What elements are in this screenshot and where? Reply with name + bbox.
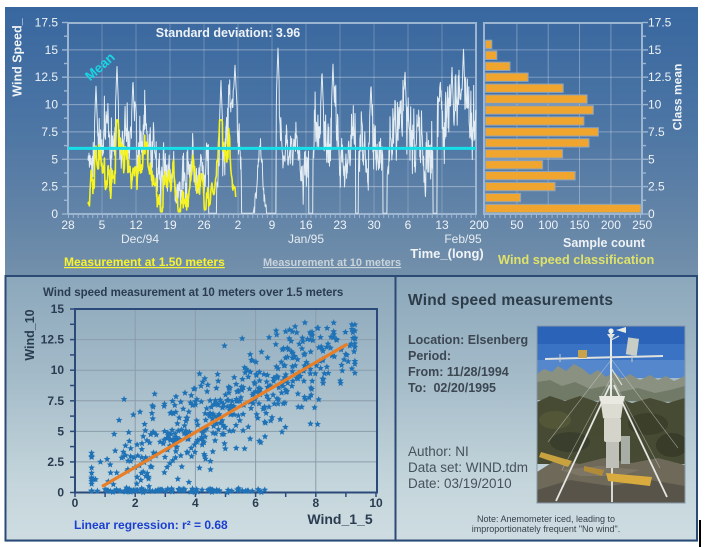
svg-text:Dec/94: Dec/94	[121, 232, 159, 246]
svg-text:28: 28	[61, 218, 75, 232]
svg-text:Wind speed measurements: Wind speed measurements	[408, 292, 613, 309]
svg-text:2.5: 2.5	[648, 180, 665, 194]
svg-text:Wind speed classification: Wind speed classification	[498, 252, 655, 267]
svg-text:From: 11/28/1994: From: 11/28/1994	[408, 365, 509, 379]
svg-text:9: 9	[269, 218, 276, 232]
svg-text:Measurement at 10 meters: Measurement at 10 meters	[263, 257, 401, 269]
svg-text:10: 10	[45, 98, 59, 112]
svg-text:0: 0	[648, 207, 655, 221]
svg-text:Location: Elsenberg: Location: Elsenberg	[408, 333, 528, 347]
svg-text:7.5: 7.5	[648, 125, 665, 139]
svg-text:Linear regression: r² = 0.68: Linear regression: r² = 0.68	[74, 518, 228, 532]
svg-text:2: 2	[132, 496, 139, 510]
svg-text:12.5: 12.5	[41, 333, 65, 347]
svg-text:Wind_1_5: Wind_1_5	[307, 511, 372, 527]
svg-text:100: 100	[538, 218, 558, 232]
svg-text:20: 20	[469, 218, 483, 232]
svg-text:Feb/95: Feb/95	[444, 232, 482, 246]
svg-text:improportionately frequent "No: improportionately frequent "No wind".	[472, 524, 620, 534]
svg-text:7.5: 7.5	[47, 394, 64, 408]
svg-text:5: 5	[648, 152, 655, 166]
svg-text:23: 23	[333, 218, 347, 232]
svg-text:150: 150	[569, 218, 589, 232]
svg-text:Wind speed measurement at 10 m: Wind speed measurement at 10 meters over…	[43, 287, 343, 299]
svg-text:12.5: 12.5	[648, 70, 672, 84]
svg-text:0: 0	[482, 218, 489, 232]
svg-text:12: 12	[129, 218, 143, 232]
svg-text:Jan/95: Jan/95	[288, 232, 324, 246]
svg-text:Wind_10: Wind_10	[23, 309, 37, 360]
svg-text:Wind Speed_: Wind Speed_	[10, 17, 24, 96]
svg-text:Mean: Mean	[82, 50, 118, 84]
svg-text:15: 15	[648, 43, 662, 57]
svg-text:50: 50	[510, 218, 524, 232]
svg-text:5: 5	[51, 152, 58, 166]
svg-text:Data set: WIND.tdm: Data set: WIND.tdm	[408, 460, 528, 475]
svg-text:17.5: 17.5	[648, 16, 672, 30]
svg-text:26: 26	[197, 218, 211, 232]
svg-text:13: 13	[435, 218, 449, 232]
svg-text:To: 02/20/1995: To: 02/20/1995	[408, 381, 496, 395]
svg-text:0: 0	[57, 486, 64, 500]
svg-text:Period:: Period:	[408, 349, 451, 363]
svg-text:15: 15	[45, 43, 59, 57]
svg-text:Author: NI: Author: NI	[408, 444, 469, 459]
svg-text:Sample count: Sample count	[563, 236, 646, 250]
svg-text:0: 0	[51, 207, 58, 221]
svg-text:Standard deviation: 3.96: Standard deviation: 3.96	[156, 26, 301, 40]
svg-text:2: 2	[235, 218, 242, 232]
svg-text:10: 10	[648, 98, 662, 112]
svg-text:5: 5	[57, 424, 64, 438]
svg-text:16: 16	[299, 218, 313, 232]
svg-text:12.5: 12.5	[35, 70, 59, 84]
svg-text:17.5: 17.5	[35, 16, 59, 30]
svg-text:2.5: 2.5	[47, 455, 64, 469]
svg-text:200: 200	[601, 218, 621, 232]
svg-text:Class mean: Class mean	[671, 64, 685, 131]
svg-text:15: 15	[51, 302, 65, 316]
svg-text:Note: Anemometer iced, leading: Note: Anemometer iced, leading to	[477, 514, 615, 524]
svg-text:30: 30	[367, 218, 381, 232]
svg-text:0: 0	[72, 496, 79, 510]
svg-text:10: 10	[369, 496, 383, 510]
svg-text:5: 5	[99, 218, 106, 232]
svg-text:250: 250	[632, 218, 652, 232]
svg-text:2.5: 2.5	[41, 180, 58, 194]
svg-text:8: 8	[312, 496, 319, 510]
svg-text:19: 19	[163, 218, 177, 232]
svg-text:10: 10	[51, 363, 65, 377]
svg-text:Date: 03/19/2010: Date: 03/19/2010	[408, 476, 512, 491]
svg-text:6: 6	[405, 218, 412, 232]
svg-text:Time_(long): Time_(long)	[410, 246, 483, 261]
svg-text:7.5: 7.5	[41, 125, 58, 139]
svg-text:Measurement at 1.50 meters: Measurement at 1.50 meters	[64, 255, 225, 269]
svg-text:6: 6	[252, 496, 259, 510]
svg-text:4: 4	[192, 496, 199, 510]
